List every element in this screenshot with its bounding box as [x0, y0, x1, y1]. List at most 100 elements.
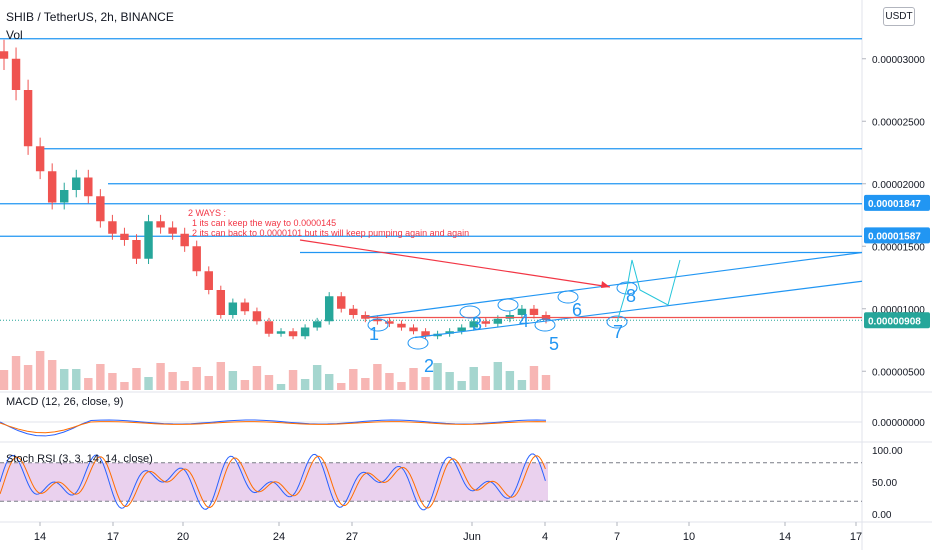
volume-bar	[361, 378, 370, 390]
volume-bar	[156, 363, 165, 390]
annotation-text: 1 its can keep the way to 0.0000145	[192, 218, 336, 228]
volume-bar	[541, 375, 551, 390]
macd-tick-label: 0.00000000	[872, 418, 925, 429]
volume-bar	[168, 372, 177, 390]
x-tick-label: 27	[346, 531, 358, 543]
wave-circle	[407, 336, 429, 350]
candle-body	[35, 146, 45, 172]
volume-bar	[312, 365, 322, 390]
volume-bar	[337, 383, 346, 390]
wave-circle	[616, 281, 638, 295]
candle-body	[60, 190, 69, 203]
wave-circle	[459, 305, 481, 319]
y-tick-label: 0.00001500	[872, 242, 925, 253]
candle-body	[216, 290, 226, 315]
volume-bar	[108, 373, 117, 390]
candle-body	[23, 90, 33, 147]
volume-bar	[240, 380, 250, 390]
price-badge-label: 0.00001587	[868, 231, 921, 242]
candle-body	[0, 51, 9, 59]
volume-bar	[84, 378, 93, 390]
candle-body	[312, 321, 322, 328]
volume-bar	[409, 368, 418, 390]
x-tick-label: Jun	[463, 531, 481, 543]
macd-signal-line	[0, 421, 547, 434]
volume-bar	[288, 370, 298, 390]
volume-bar	[445, 372, 454, 390]
volume-bar	[120, 382, 129, 390]
candle-body	[72, 177, 81, 190]
volume-label: Vol	[6, 28, 23, 42]
volume-bar	[349, 369, 358, 390]
x-tick-label: 14	[34, 531, 46, 543]
x-tick-label: 10	[683, 531, 695, 543]
volume-bar	[180, 381, 189, 390]
candle-body	[264, 321, 274, 334]
x-tick-label: 17	[107, 531, 119, 543]
volume-bar	[216, 362, 226, 390]
candle-body	[324, 296, 334, 322]
y-tick-label: 0.00000500	[872, 367, 925, 378]
x-tick-label: 24	[273, 531, 285, 543]
candle-body	[240, 302, 250, 312]
volume-bar	[11, 356, 21, 390]
wave-label: 2	[424, 356, 434, 376]
x-tick-label: 7	[614, 531, 620, 543]
y-tick-label: 0.00002000	[872, 180, 925, 191]
currency-button[interactable]: USDT	[883, 7, 915, 26]
wave-circle	[367, 318, 389, 332]
candle-body	[493, 318, 503, 324]
volume-bar	[72, 369, 81, 390]
volume-bar	[457, 381, 466, 390]
candle-body	[409, 327, 418, 332]
candle-body	[192, 246, 201, 272]
volume-bar	[192, 367, 201, 390]
annotation-text: 2 WAYS :	[188, 208, 226, 218]
candle-body	[11, 58, 21, 90]
volume-bar	[469, 367, 478, 390]
price-badge	[864, 312, 930, 329]
candle-body	[47, 171, 57, 203]
volume-bar	[132, 368, 141, 390]
annotation-arrowhead	[601, 281, 610, 288]
candle-body	[168, 227, 177, 234]
volume-bar	[47, 360, 57, 390]
candle-body	[505, 315, 515, 319]
y-tick-label: 0.00002500	[872, 117, 925, 128]
volume-bar	[144, 377, 153, 390]
volume-bar	[385, 373, 394, 390]
candle-body	[144, 221, 153, 259]
candle-body	[132, 240, 141, 259]
volume-bar	[397, 382, 406, 390]
volume-bar	[96, 364, 105, 390]
volume-bar	[0, 370, 9, 390]
volume-bar	[35, 351, 45, 390]
volume-bar	[517, 380, 527, 390]
volume-bar	[529, 366, 539, 390]
x-tick-label: 14	[779, 531, 791, 543]
stoch-rsi-label: Stoch RSI (3, 3, 14, 14, close)	[6, 453, 153, 465]
wave-circle	[606, 315, 628, 329]
wave-label: 3	[472, 314, 482, 334]
volume-bar	[60, 369, 69, 390]
wave-circle	[534, 318, 556, 332]
wave-label: 7	[613, 322, 623, 342]
candle-body	[373, 318, 382, 322]
candle-body	[156, 221, 165, 228]
x-tick-label: 20	[177, 531, 189, 543]
candle-body	[529, 308, 539, 315]
candle-body	[469, 321, 478, 328]
y-tick-label: 0.00003000	[872, 55, 925, 66]
candle-body	[96, 196, 105, 222]
candle-body	[84, 177, 93, 197]
wave-label: 6	[572, 300, 582, 320]
volume-bar	[264, 375, 274, 390]
candle-body	[481, 321, 490, 324]
volume-bar	[228, 371, 238, 390]
volume-bar	[421, 377, 430, 390]
price-badge-label: 0.00000908	[868, 316, 921, 327]
volume-bar	[276, 384, 286, 390]
volume-bar	[252, 366, 262, 390]
